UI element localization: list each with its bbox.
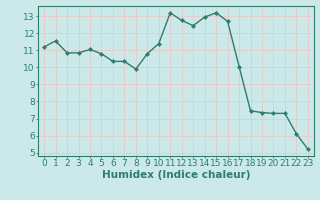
X-axis label: Humidex (Indice chaleur): Humidex (Indice chaleur) [102, 170, 250, 180]
